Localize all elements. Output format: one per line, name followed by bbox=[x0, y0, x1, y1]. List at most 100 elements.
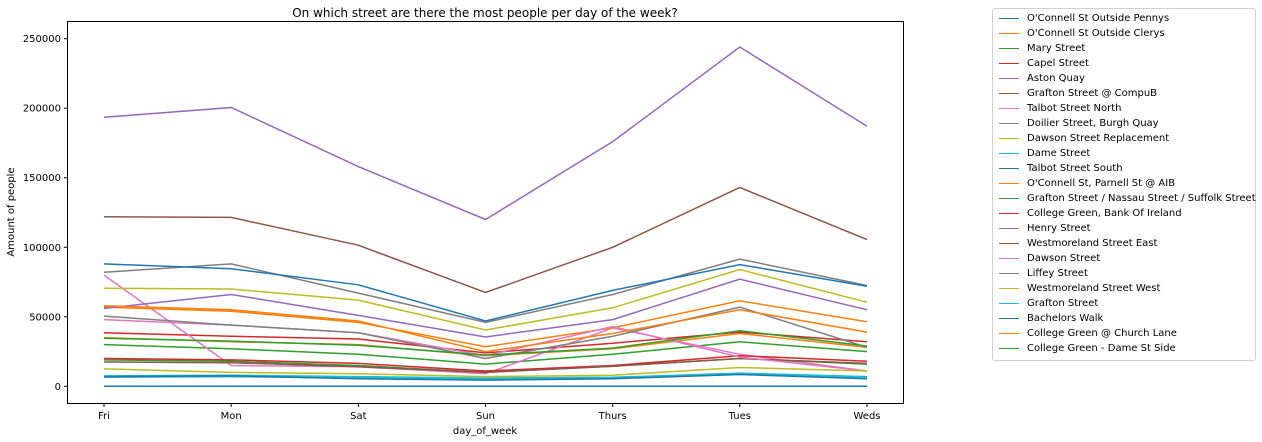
series-line-22 bbox=[103, 329, 868, 356]
legend-label: Doilier Street, Burgh Quay bbox=[1027, 118, 1159, 129]
series-line-18 bbox=[103, 366, 868, 378]
legend-swatch bbox=[999, 123, 1019, 124]
legend-swatch bbox=[999, 198, 1019, 199]
legend-label: Dawson Street bbox=[1027, 253, 1101, 264]
legend-swatch bbox=[999, 258, 1019, 259]
legend-item: Mary Street bbox=[993, 41, 1255, 56]
legend-label: College Green, Bank Of Ireland bbox=[1027, 208, 1182, 219]
legend-item: College Green - Dame St Side bbox=[993, 341, 1255, 356]
legend-item: Talbot Street South bbox=[993, 161, 1255, 176]
legend-label: College Green @ Church Lane bbox=[1027, 328, 1177, 339]
x-tick-label: Thurs bbox=[598, 411, 627, 422]
legend-label: Grafton Street / Nassau Street / Suffolk… bbox=[1027, 193, 1256, 204]
legend-swatch bbox=[999, 213, 1019, 214]
x-axis: Fri Mon Sat Sun Thurs Tues Weds bbox=[98, 403, 881, 422]
legend-label: Grafton Street bbox=[1027, 298, 1099, 309]
legend-item: Aston Quay bbox=[993, 71, 1255, 86]
legend-swatch bbox=[999, 318, 1019, 319]
legend-label: Dawson Street Replacement bbox=[1027, 133, 1170, 144]
legend-label: Aston Quay bbox=[1027, 73, 1085, 84]
legend-item: O'Connell St, Parnell St @ AIB bbox=[993, 176, 1255, 191]
series-line-13 bbox=[103, 354, 868, 372]
legend-label: Mary Street bbox=[1027, 43, 1086, 54]
legend-item: Westmoreland Street West bbox=[993, 281, 1255, 296]
legend-item: Grafton Street / Nassau Street / Suffolk… bbox=[993, 191, 1256, 206]
series-line-6 bbox=[103, 274, 868, 375]
legend-label: Capel Street bbox=[1027, 58, 1089, 69]
x-tick-label: Sat bbox=[350, 411, 366, 422]
series-line-3 bbox=[103, 331, 868, 354]
legend-item: Westmoreland Street East bbox=[993, 236, 1255, 251]
series-line-5 bbox=[103, 186, 868, 294]
legend-swatch bbox=[999, 18, 1019, 19]
x-tick-label: Fri bbox=[98, 411, 110, 422]
series-line-2 bbox=[103, 341, 868, 365]
legend-label: Talbot Street South bbox=[1027, 163, 1123, 174]
x-tick-label: Sun bbox=[476, 411, 495, 422]
y-axis-title: Amount of people bbox=[6, 167, 17, 256]
legend-swatch bbox=[999, 78, 1019, 79]
legend-swatch bbox=[999, 303, 1019, 304]
legend-label: Talbot Street North bbox=[1027, 103, 1122, 114]
legend-swatch bbox=[999, 228, 1019, 229]
legend-item: Henry Street bbox=[993, 221, 1255, 236]
legend-swatch bbox=[999, 153, 1019, 154]
legend-swatch bbox=[999, 93, 1019, 94]
legend-item: Liffey Street bbox=[993, 266, 1255, 281]
legend-swatch bbox=[999, 108, 1019, 109]
y-tick-label: 100000 bbox=[23, 243, 61, 254]
x-tick-label: Mon bbox=[221, 411, 242, 422]
legend-item: Talbot Street North bbox=[993, 101, 1255, 116]
series-line-7 bbox=[103, 258, 868, 324]
legend-label: Bachelors Walk bbox=[1027, 313, 1104, 324]
legend-item: Doilier Street, Burgh Quay bbox=[993, 116, 1255, 131]
series-line-10 bbox=[103, 263, 868, 322]
legend-swatch bbox=[999, 333, 1019, 334]
legend: O'Connell St Outside Pennys O'Connell St … bbox=[992, 8, 1256, 361]
legend-item: College Green @ Church Lane bbox=[993, 326, 1255, 341]
series-line-11 bbox=[103, 300, 868, 348]
legend-label: O'Connell St Outside Pennys bbox=[1027, 13, 1170, 24]
legend-item: Grafton Street @ CompuB bbox=[993, 86, 1255, 101]
legend-swatch bbox=[999, 33, 1019, 34]
legend-item: Grafton Street bbox=[993, 296, 1255, 311]
legend-item: Dawson Street Replacement bbox=[993, 131, 1255, 146]
legend-label: O'Connell St, Parnell St @ AIB bbox=[1027, 178, 1176, 189]
y-tick-label: 150000 bbox=[23, 173, 61, 184]
legend-swatch bbox=[999, 243, 1019, 244]
legend-label: O'Connell St Outside Clerys bbox=[1027, 28, 1165, 39]
x-axis-title: day_of_week bbox=[453, 426, 518, 437]
series-line-21 bbox=[103, 304, 868, 353]
legend-item: Bachelors Walk bbox=[993, 311, 1255, 326]
legend-swatch bbox=[999, 48, 1019, 49]
legend-swatch bbox=[999, 183, 1019, 184]
y-tick-label: 250000 bbox=[23, 34, 61, 45]
legend-label: Dame Street bbox=[1027, 148, 1091, 159]
legend-swatch bbox=[999, 348, 1019, 349]
legend-swatch bbox=[999, 273, 1019, 274]
y-axis: 0 50000 100000 150000 200000 250000 bbox=[23, 34, 68, 393]
series-line-15 bbox=[103, 357, 868, 374]
legend-item: Dame Street bbox=[993, 146, 1255, 161]
legend-label: Henry Street bbox=[1027, 223, 1091, 234]
legend-swatch bbox=[999, 168, 1019, 169]
legend-label: College Green - Dame St Side bbox=[1027, 343, 1176, 354]
legend-label: Westmoreland Street East bbox=[1027, 238, 1158, 249]
x-tick-label: Weds bbox=[853, 411, 880, 422]
series-line-14 bbox=[103, 278, 868, 338]
y-tick-label: 200000 bbox=[23, 104, 61, 115]
legend-swatch bbox=[999, 288, 1019, 289]
series-lines bbox=[103, 46, 868, 388]
series-line-4 bbox=[103, 46, 868, 221]
legend-label: Westmoreland Street West bbox=[1027, 283, 1161, 294]
series-line-17 bbox=[103, 306, 868, 360]
x-tick-label: Tues bbox=[728, 411, 751, 422]
series-line-20 bbox=[103, 373, 868, 381]
legend-item: Dawson Street bbox=[993, 251, 1255, 266]
legend-swatch bbox=[999, 138, 1019, 139]
legend-item: O'Connell St Outside Clerys bbox=[993, 26, 1255, 41]
chart-title: On which street are there the most peopl… bbox=[292, 6, 678, 20]
y-tick-label: 0 bbox=[55, 382, 61, 393]
legend-item: Capel Street bbox=[993, 56, 1255, 71]
